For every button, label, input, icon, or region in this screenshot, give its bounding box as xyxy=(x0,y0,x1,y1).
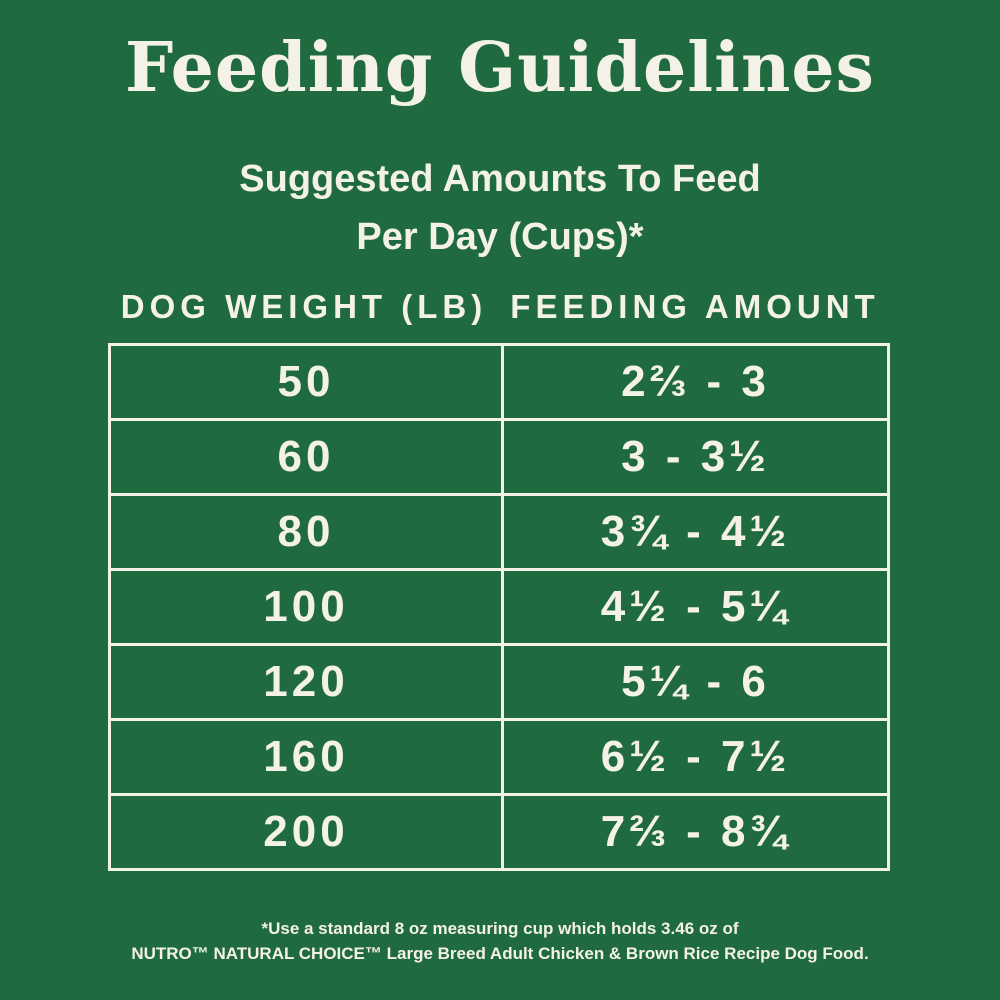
amount-cell: 6½ - 7½ xyxy=(501,718,890,796)
table-row: 80 3¾ - 4½ xyxy=(108,493,890,571)
subtitle: Suggested Amounts To Feed xyxy=(239,158,761,200)
footnote: NUTRO™ NATURAL CHOICE™ Large Breed Adult… xyxy=(131,944,869,963)
column-header: FEEDING AMOUNT xyxy=(510,288,880,325)
weight-cell: 200 xyxy=(108,793,504,871)
table-row: 50 2⅔ - 3 xyxy=(108,343,890,421)
subtitle: Per Day (Cups)* xyxy=(356,216,644,258)
title: Feeding Guidelines xyxy=(125,28,875,108)
table-row: 120 5¼ - 6 xyxy=(108,643,890,721)
feeding-table: 50 2⅔ - 3 60 3 - 3½ 80 3¾ - 4½ 100 4½ - 5¼ 120 5¼… xyxy=(108,343,890,871)
amount-cell: 2⅔ - 3 xyxy=(501,343,890,421)
weight-cell: 100 xyxy=(108,568,504,646)
weight-cell: 160 xyxy=(108,718,504,796)
table-row: 100 4½ - 5¼ xyxy=(108,568,890,646)
amount-cell: 3 - 3½ xyxy=(501,418,890,496)
weight-cell: 120 xyxy=(108,643,504,721)
weight-cell: 60 xyxy=(108,418,504,496)
footnote: *Use a standard 8 oz measuring cup which… xyxy=(261,919,739,938)
table-row: 60 3 - 3½ xyxy=(108,418,890,496)
table-body: 50 2⅔ - 3 60 3 - 3½ 80 3¾ - 4½ 100 4½ - 5¼ 120 5¼… xyxy=(108,343,890,871)
weight-cell: 80 xyxy=(108,493,504,571)
amount-cell: 7⅔ - 8¾ xyxy=(501,793,890,871)
amount-cell: 3¾ - 4½ xyxy=(501,493,890,571)
amount-cell: 5¼ - 6 xyxy=(501,643,890,721)
amount-cell: 4½ - 5¼ xyxy=(501,568,890,646)
weight-cell: 50 xyxy=(108,343,504,421)
column-header: DOG WEIGHT (LB) xyxy=(120,288,488,325)
table-row: 160 6½ - 7½ xyxy=(108,718,890,796)
table-row: 200 7⅔ - 8¾ xyxy=(108,793,890,871)
